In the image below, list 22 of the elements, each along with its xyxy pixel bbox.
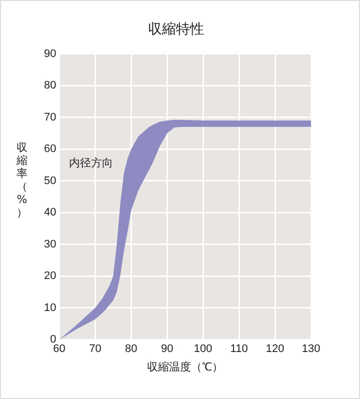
x-tick-label: 120 xyxy=(266,343,284,356)
y-tick-label: 80 xyxy=(44,80,56,92)
x-tick-label: 70 xyxy=(89,343,102,356)
y-tick-label: 0 xyxy=(50,334,56,346)
x-tick-label: 90 xyxy=(161,343,174,356)
y-tick-label: 70 xyxy=(44,111,56,124)
x-tick-label: 60 xyxy=(53,343,66,356)
x-tick-label: 130 xyxy=(302,343,320,356)
chart-title: 収縮特性 xyxy=(148,20,204,36)
x-tick-label: 100 xyxy=(194,343,212,356)
y-tick-label: 40 xyxy=(44,206,56,219)
y-tick-label: 30 xyxy=(44,238,56,250)
y-axis-title: 収縮率（%） xyxy=(16,141,28,219)
x-axis-title: 収縮温度（℃） xyxy=(147,360,224,374)
y-tick-label: 50 xyxy=(44,174,56,187)
annotation: 内径方向 xyxy=(69,156,114,170)
y-tick-label: 10 xyxy=(44,302,56,314)
y-tick-label: 60 xyxy=(44,143,56,156)
y-tick-label: 20 xyxy=(44,270,56,282)
x-tick-label: 110 xyxy=(230,343,248,356)
x-tick-label: 80 xyxy=(125,343,138,356)
y-tick-label: 90 xyxy=(44,48,56,60)
